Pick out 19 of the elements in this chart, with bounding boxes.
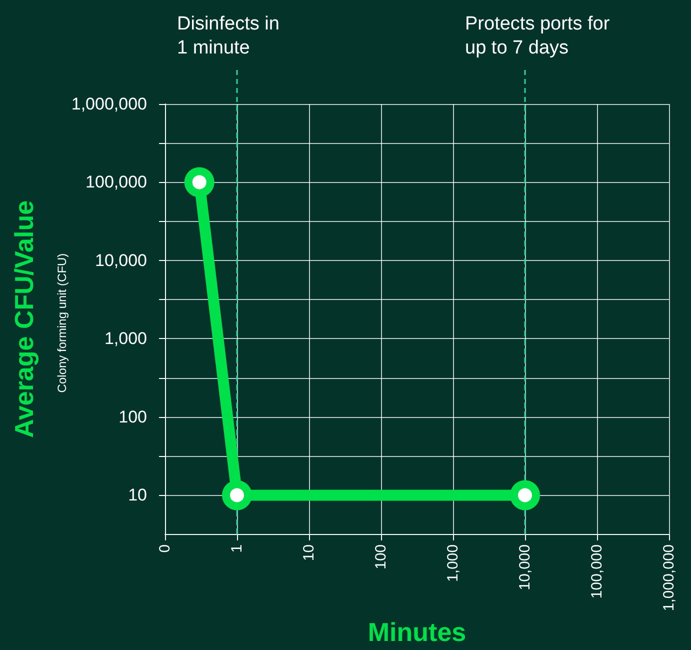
x-tick-label: 1,000 [444,544,462,582]
x-tick-label: 1,000,000 [660,544,678,612]
y-tick-label: 1,000 [104,329,147,348]
text: Colony forming unit (CFU) [55,253,69,393]
ref-line-label: Disinfects in 1 minute [177,14,280,58]
y-tick-label: 100 [118,407,147,426]
x-tick-label: 100 [372,544,390,570]
x-tick-label: 10,000 [516,544,534,590]
ref-line-label: Protects ports for up to 7 days [465,14,610,58]
x-tick-label: 10 [300,544,318,562]
y-tick-label: 100,000 [86,172,147,192]
x-axis-title: Minutes [368,617,466,647]
x-tick-label: 1 [228,544,246,553]
y-tick-label: 1,000,000 [71,94,147,114]
y-tick-label: 10 [128,486,147,505]
y-axis-title: Average CFU/Value [9,200,39,438]
x-tick-label: 100,000 [588,544,606,599]
y-tick-label: 10,000 [95,250,147,270]
x-tick-label: 0 [156,544,174,553]
